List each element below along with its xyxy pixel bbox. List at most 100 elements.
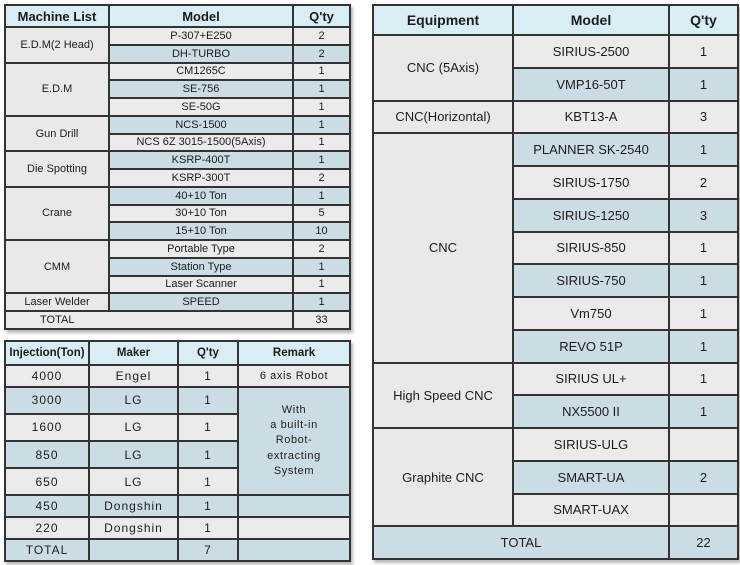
- table-row: SIRIUS-850 1: [373, 230, 739, 266]
- table-row: 30+10 Ton 5: [5, 203, 351, 224]
- table-row: 15+10 Ton 10: [5, 221, 351, 241]
- model-cell: KSRP-400T: [108, 150, 294, 170]
- qty-cell: 2: [292, 26, 351, 46]
- model-cell: DH-TURBO: [108, 43, 294, 64]
- table-row: Vm750 1: [373, 296, 739, 331]
- table-header-row: Machine List Model Q'ty: [4, 4, 351, 28]
- model-cell: SIRIUS-1750: [512, 165, 670, 200]
- qty-cell: 1: [177, 467, 239, 497]
- model-cell: Station Type: [108, 256, 294, 277]
- table-row: Laser Scanner 1: [5, 274, 351, 295]
- header-injection-ton: Injection(Ton): [4, 340, 90, 366]
- table-row: NX5500 II 1: [373, 394, 739, 429]
- table-row: SMART-UAX: [373, 492, 739, 528]
- group-cell: Die Spotting: [4, 150, 110, 188]
- remark-merged-cell: With a built-in Robot- extracting System: [237, 385, 351, 497]
- model-cell: REVO 51P: [512, 328, 670, 364]
- group-cell: E.D.M: [4, 61, 110, 117]
- model-cell: SIRIUS UL+: [512, 361, 670, 397]
- qty-cell: 1: [668, 66, 739, 102]
- table-header-row: Injection(Ton) Maker Q'ty Remark: [4, 340, 351, 366]
- model-cell: SE-756: [108, 79, 294, 99]
- model-cell: VMP16-50T: [512, 66, 670, 102]
- equipment-table: Equipment Model Q'ty CNC (5Axis) SIRIUS-…: [372, 4, 739, 560]
- maker-cell: LG: [88, 412, 179, 443]
- table-row: SMART-UA 2: [373, 459, 739, 495]
- table-row: 3000 LG 1 With a built-in Robot- extract…: [4, 385, 351, 497]
- qty-cell: 1: [177, 364, 239, 388]
- qty-cell: 1: [668, 361, 739, 397]
- ton-cell: 450: [4, 494, 90, 519]
- qty-cell: 1: [292, 97, 351, 117]
- model-cell: KBT13-A: [512, 99, 670, 135]
- qty-cell: 1: [292, 132, 351, 153]
- qty-cell: 1: [668, 296, 739, 331]
- model-cell: KSRP-300T: [108, 168, 294, 188]
- qty-cell: 1: [292, 292, 351, 312]
- table-row: Graphite CNC SIRIUS-ULG: [372, 426, 739, 528]
- qty-cell: 2: [668, 165, 739, 200]
- table-row: Laser Welder SPEED 1: [4, 292, 351, 312]
- qty-cell: [668, 492, 739, 528]
- total-row: TOTAL 22: [372, 525, 739, 560]
- group-cell: CMM: [4, 238, 110, 295]
- maker-cell: Dongshin: [88, 494, 179, 519]
- qty-cell: 1: [177, 385, 239, 415]
- group-cell: Graphite CNC: [372, 426, 514, 528]
- header-qty: Q'ty: [177, 340, 239, 366]
- qty-cell: 1: [292, 185, 351, 206]
- qty-cell: 3: [668, 197, 739, 233]
- qty-cell: 1: [292, 256, 351, 277]
- table-row: CMM Portable Type 2: [4, 238, 351, 295]
- total-qty-cell: 7: [177, 537, 239, 563]
- qty-cell: 10: [292, 221, 351, 241]
- header-model: Model: [512, 4, 670, 36]
- qty-cell: 1: [292, 150, 351, 170]
- table-row: 450 Dongshin 1: [4, 494, 351, 519]
- remark-cell: 6 axis Robot: [237, 364, 351, 388]
- total-qty-cell: 33: [292, 310, 351, 330]
- table-row: DH-TURBO 2: [5, 43, 351, 64]
- table-row: 4000 Engel 1 6 axis Robot: [4, 364, 351, 388]
- qty-cell: 2: [668, 459, 739, 495]
- ton-cell: 4000: [4, 364, 90, 388]
- model-cell: NX5500 II: [512, 394, 670, 429]
- remark-cell: [237, 516, 351, 540]
- qty-cell: 1: [292, 79, 351, 99]
- model-cell: 40+10 Ton: [108, 185, 294, 206]
- table-row: SE-50G 1: [5, 97, 351, 117]
- model-cell: SIRIUS-2500: [512, 34, 670, 69]
- model-cell: P-307+E250: [108, 26, 294, 46]
- total-maker-cell: [88, 537, 179, 563]
- qty-cell: 3: [668, 99, 739, 135]
- model-cell: SIRIUS-ULG: [512, 427, 670, 462]
- table-row: 1600 LG 1: [4, 412, 350, 443]
- qty-cell: 2: [292, 239, 351, 259]
- group-cell: Crane: [4, 185, 110, 242]
- group-cell: Gun Drill: [4, 114, 110, 153]
- table-row: High Speed CNC SIRIUS UL+ 1: [372, 361, 739, 429]
- total-label-cell: TOTAL: [4, 537, 90, 563]
- header-maker: Maker: [88, 340, 179, 366]
- total-qty-cell: 22: [668, 525, 739, 560]
- qty-cell: 1: [177, 412, 239, 443]
- model-cell: PLANNER SK-2540: [512, 132, 670, 167]
- group-cell: CNC(Horizontal): [372, 99, 514, 135]
- machine-list-table: Machine List Model Q'ty E.D.M(2 Head) P-…: [4, 4, 351, 330]
- model-cell: Portable Type: [108, 239, 294, 259]
- table-row: KSRP-300T 2: [5, 168, 351, 188]
- total-row: TOTAL 33: [4, 310, 351, 330]
- table-row: Crane 40+10 Ton 1: [4, 185, 351, 242]
- model-cell: SMART-UA: [512, 459, 670, 495]
- model-cell: SE-50G: [108, 97, 294, 117]
- table-row: NCS 6Z 3015-1500(5Axis) 1: [5, 132, 351, 153]
- qty-cell: 1: [668, 230, 739, 266]
- table-row: SIRIUS-1750 2: [373, 165, 739, 200]
- qty-cell: 1: [668, 394, 739, 429]
- qty-cell: 1: [177, 440, 239, 470]
- group-cell: Laser Welder: [4, 292, 110, 312]
- table-row: SE-756 1: [5, 79, 351, 99]
- model-cell: NCS-1500: [108, 114, 294, 135]
- qty-cell: 5: [292, 203, 351, 224]
